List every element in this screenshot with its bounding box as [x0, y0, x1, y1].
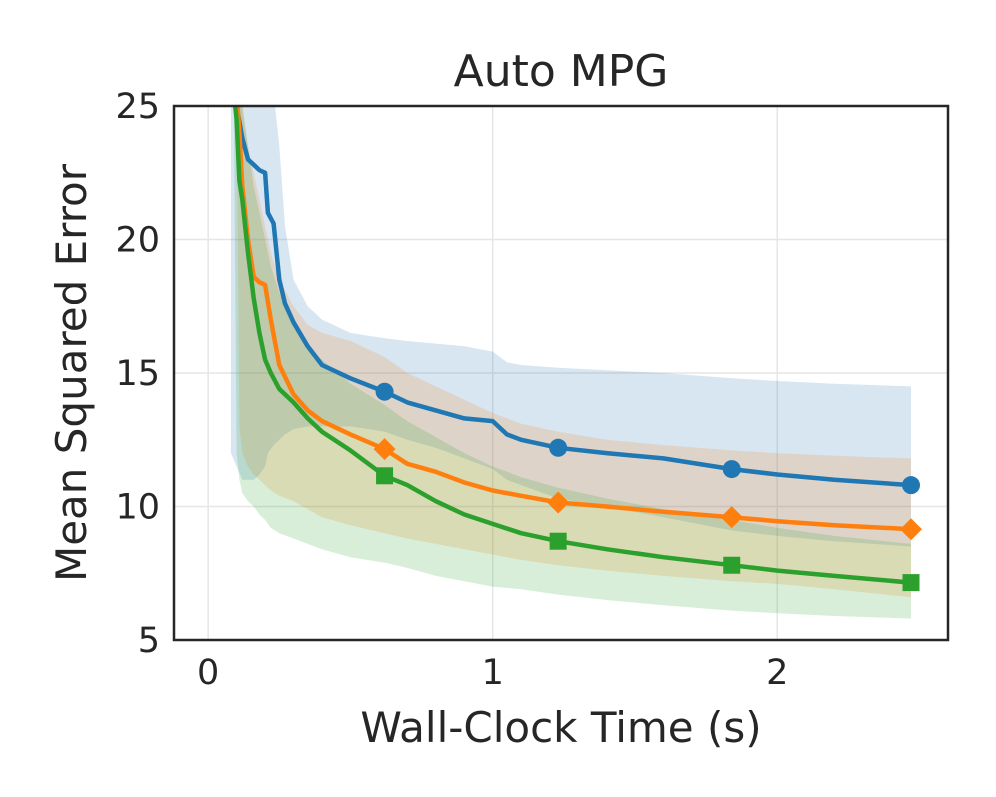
marker-series-2-3 — [902, 574, 920, 592]
series-markers — [373, 382, 923, 592]
y-tick-labels: 5 10 15 20 25 — [115, 87, 160, 661]
marker-series-1-1 — [547, 491, 570, 514]
y-tick-label-1: 10 — [115, 488, 160, 528]
marker-series-2-1 — [549, 532, 567, 550]
y-tick-label-0: 5 — [138, 621, 160, 661]
plot-frame — [172, 104, 950, 642]
y-axis-label: Mean Squared Error — [47, 163, 96, 582]
band-series-1 — [236, 106, 911, 598]
band-series-2 — [233, 106, 911, 619]
x-tick-label-0: 0 — [197, 653, 219, 693]
x-tick-label-2: 2 — [766, 653, 788, 693]
marker-series-0-3 — [902, 476, 921, 495]
band-series-0 — [230, 106, 911, 547]
marker-series-1-0 — [373, 438, 396, 461]
series-lines — [232, 106, 914, 585]
confidence-bands — [230, 106, 911, 619]
marker-series-2-2 — [723, 556, 741, 574]
x-axis-label: Wall-Clock Time (s) — [360, 703, 761, 752]
x-tick-labels: 0 1 2 — [197, 653, 788, 693]
marker-series-1-3 — [900, 518, 923, 541]
marker-series-0-2 — [722, 460, 741, 479]
marker-series-0-0 — [375, 382, 394, 401]
line-series-1 — [235, 106, 914, 532]
marker-series-1-2 — [720, 506, 743, 529]
y-tick-label-4: 25 — [115, 87, 160, 127]
line-series-2 — [232, 106, 914, 585]
x-tick-label-1: 1 — [482, 653, 504, 693]
line-series-0 — [234, 106, 914, 488]
marker-series-2-0 — [376, 467, 394, 485]
y-tick-label-2: 15 — [115, 354, 160, 394]
marker-series-0-1 — [549, 438, 568, 457]
chart-title: Auto MPG — [454, 46, 669, 97]
y-tick-label-3: 20 — [115, 221, 160, 261]
